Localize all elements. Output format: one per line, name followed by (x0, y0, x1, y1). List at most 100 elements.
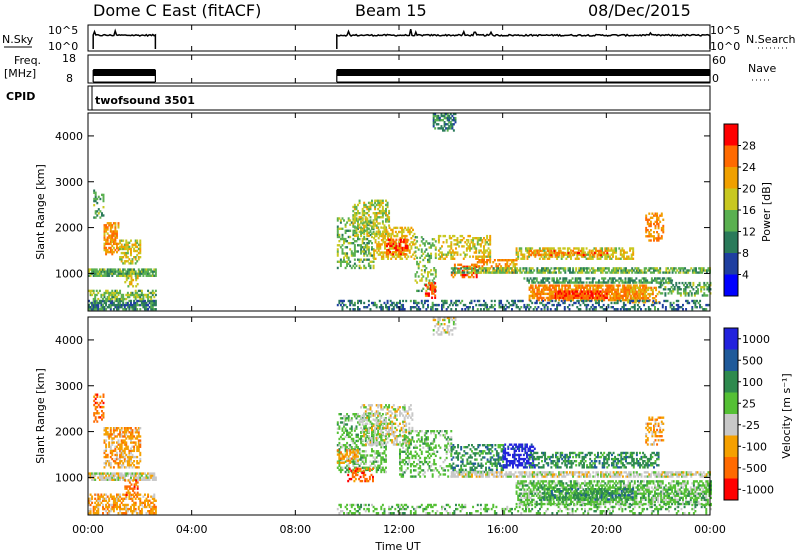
heatmap-cell (651, 297, 654, 300)
heatmap-cell (625, 290, 627, 293)
heatmap-cell (490, 303, 493, 307)
heatmap-cell (587, 292, 590, 295)
heatmap-cell (498, 299, 501, 303)
heatmap-cell (122, 435, 125, 438)
heatmap-cell (481, 261, 484, 264)
heatmap-cell (556, 290, 559, 293)
heatmap-cell (374, 216, 377, 219)
heatmap-cell (102, 306, 104, 309)
heatmap-cell (446, 129, 449, 132)
heatmap-cell (125, 260, 128, 263)
heatmap-cell (413, 301, 415, 305)
heatmap-cell (589, 288, 592, 291)
heatmap-cell (620, 288, 623, 291)
heatmap-cell (367, 227, 370, 230)
heatmap-cell (352, 264, 355, 268)
heatmap-cell (130, 281, 133, 284)
heatmap-cell (341, 301, 344, 305)
heatmap-cell (664, 281, 667, 284)
heatmap-cell (103, 244, 106, 248)
heatmap-cell (587, 290, 590, 293)
heatmap-cell (576, 292, 579, 295)
heatmap-cell (440, 125, 443, 128)
heatmap-cell (145, 512, 148, 515)
heatmap-cell (350, 417, 353, 420)
heatmap-cell (441, 299, 443, 303)
heatmap-cell (399, 257, 402, 260)
heatmap-cell (657, 218, 660, 221)
heatmap-cell (540, 255, 543, 258)
heatmap-cell (133, 308, 136, 311)
heatmap-cell (363, 203, 366, 207)
heatmap-cell (343, 260, 345, 263)
heatmap-cell (500, 306, 503, 309)
heatmap-cell (548, 286, 551, 289)
heatmap-cell (658, 281, 661, 285)
heatmap-cell (119, 429, 122, 432)
heatmap-cell (142, 472, 145, 475)
heatmap-cell (126, 472, 129, 475)
heatmap-cell (606, 251, 609, 255)
heatmap-cell (369, 224, 372, 227)
heatmap-cell (483, 299, 485, 303)
heatmap-cell (604, 296, 607, 299)
heatmap-cell (698, 284, 701, 287)
heatmap-cell (556, 306, 559, 309)
heatmap-cell (428, 282, 430, 285)
heatmap-cell (455, 247, 457, 250)
heatmap-cell (126, 256, 129, 259)
heatmap-cell (677, 308, 680, 311)
heatmap-cell (133, 474, 136, 477)
heatmap-cell (573, 296, 576, 299)
heatmap-cell (91, 303, 94, 307)
heatmap-cell (523, 303, 526, 307)
heatmap-cell (540, 253, 543, 256)
heatmap-cell (462, 245, 465, 248)
heatmap-cell (398, 242, 401, 246)
heatmap-cell (341, 421, 344, 424)
heatmap-cell (366, 237, 369, 241)
heatmap-cell (498, 303, 501, 307)
heatmap-cell (633, 288, 636, 292)
heatmap-cell (136, 245, 139, 249)
heatmap-cell (617, 269, 620, 272)
freq-tick-top: 18 (62, 52, 76, 65)
heatmap-cell (653, 271, 655, 274)
heatmap-cell (546, 308, 549, 311)
heatmap-cell (408, 243, 411, 246)
heatmap-cell (447, 245, 450, 248)
heatmap-cell (539, 249, 542, 253)
heatmap-cell (568, 308, 571, 311)
heatmap-cell (125, 276, 128, 280)
heatmap-cell (112, 429, 115, 432)
heatmap-cell (656, 218, 659, 221)
heatmap-cell (463, 273, 466, 277)
heatmap-cell (672, 306, 675, 309)
heatmap-cell (139, 478, 142, 481)
heatmap-cell (434, 288, 437, 291)
heatmap-cell (574, 292, 577, 295)
heatmap-cell (559, 288, 562, 291)
heatmap-cell (679, 269, 682, 272)
heatmap-cell (135, 479, 138, 482)
heatmap-cell (350, 439, 353, 443)
heatmap-cell (363, 301, 366, 305)
heatmap-cell (109, 301, 112, 305)
heatmap-cell (643, 284, 646, 287)
heatmap-cell (88, 503, 90, 507)
heatmap-cell (385, 214, 387, 217)
heatmap-cell (406, 240, 409, 243)
heatmap-cell (698, 281, 701, 285)
heatmap-cell (119, 431, 122, 434)
heatmap-cell (616, 301, 619, 305)
heatmap-cell (116, 503, 118, 507)
heatmap-cell (360, 244, 363, 247)
heatmap-cell (651, 212, 654, 215)
heatmap-cell (586, 269, 589, 272)
heatmap-cell (554, 249, 557, 252)
heatmap-cell (153, 303, 156, 307)
heatmap-cell (399, 230, 402, 234)
heatmap-cell (373, 237, 376, 240)
heatmap-cell (344, 466, 347, 469)
heatmap-cell (350, 221, 353, 224)
